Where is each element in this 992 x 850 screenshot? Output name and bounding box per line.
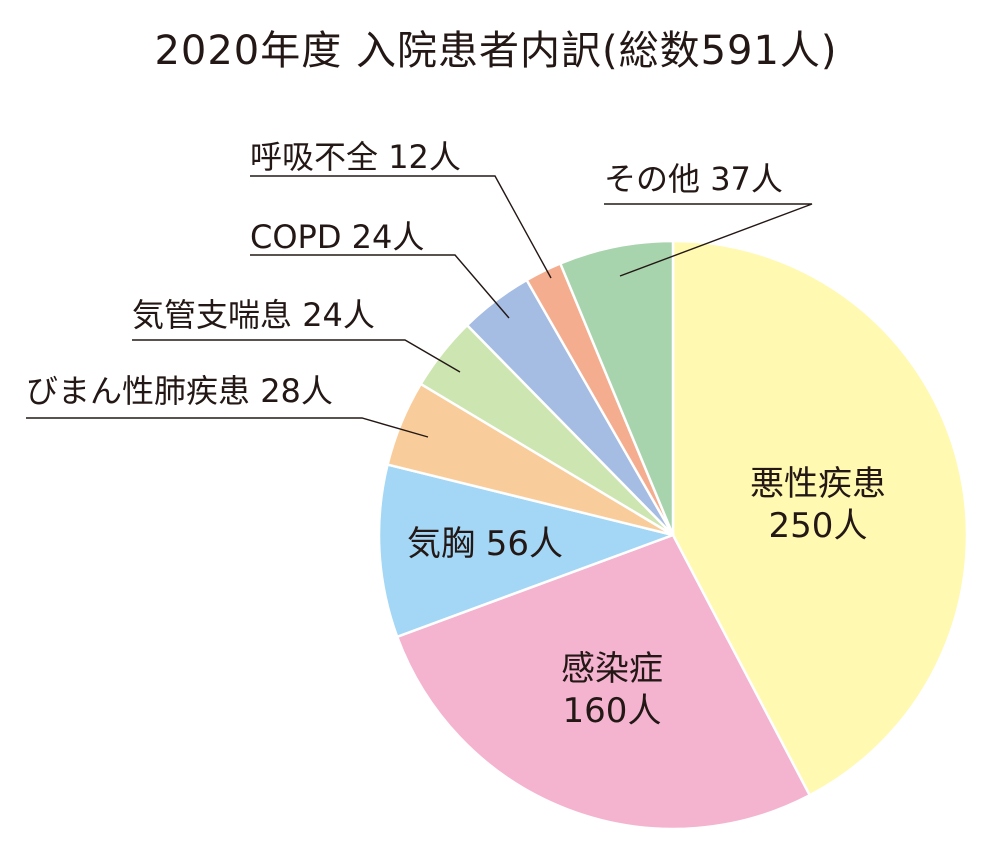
slice-4-label: びまん性肺疾患 28人 [26,372,333,410]
slice-8-leader-line [604,203,813,277]
slice-2-name-label: 感染症 [561,649,663,689]
slice-1-value-label: 250人 [769,506,868,546]
slice-7-leader-line [250,175,552,279]
slice-2-value-label: 160人 [563,691,662,731]
slice-1-name-label: 悪性疾患 [750,464,886,504]
slice-6-leader-line [250,254,510,319]
pie-slice-1 [671,239,969,797]
slice-6-label: COPD 24人 [250,218,424,256]
slice-3-label: 気胸 56人 [407,524,563,564]
slice-4-leader-line [26,417,429,438]
slice-7-label: 呼吸不全 12人 [250,138,461,176]
slice-5-leader-line [132,339,461,373]
slice-5-label: 気管支喘息 24人 [132,296,375,334]
chart-title: 2020年度 入院患者内訳(総数591人) [154,28,838,74]
pie-slice-8 [559,239,675,537]
slice-8-label: その他 37人 [604,160,783,198]
pie-slice-3 [377,463,675,639]
pie-slice-2 [395,533,811,831]
